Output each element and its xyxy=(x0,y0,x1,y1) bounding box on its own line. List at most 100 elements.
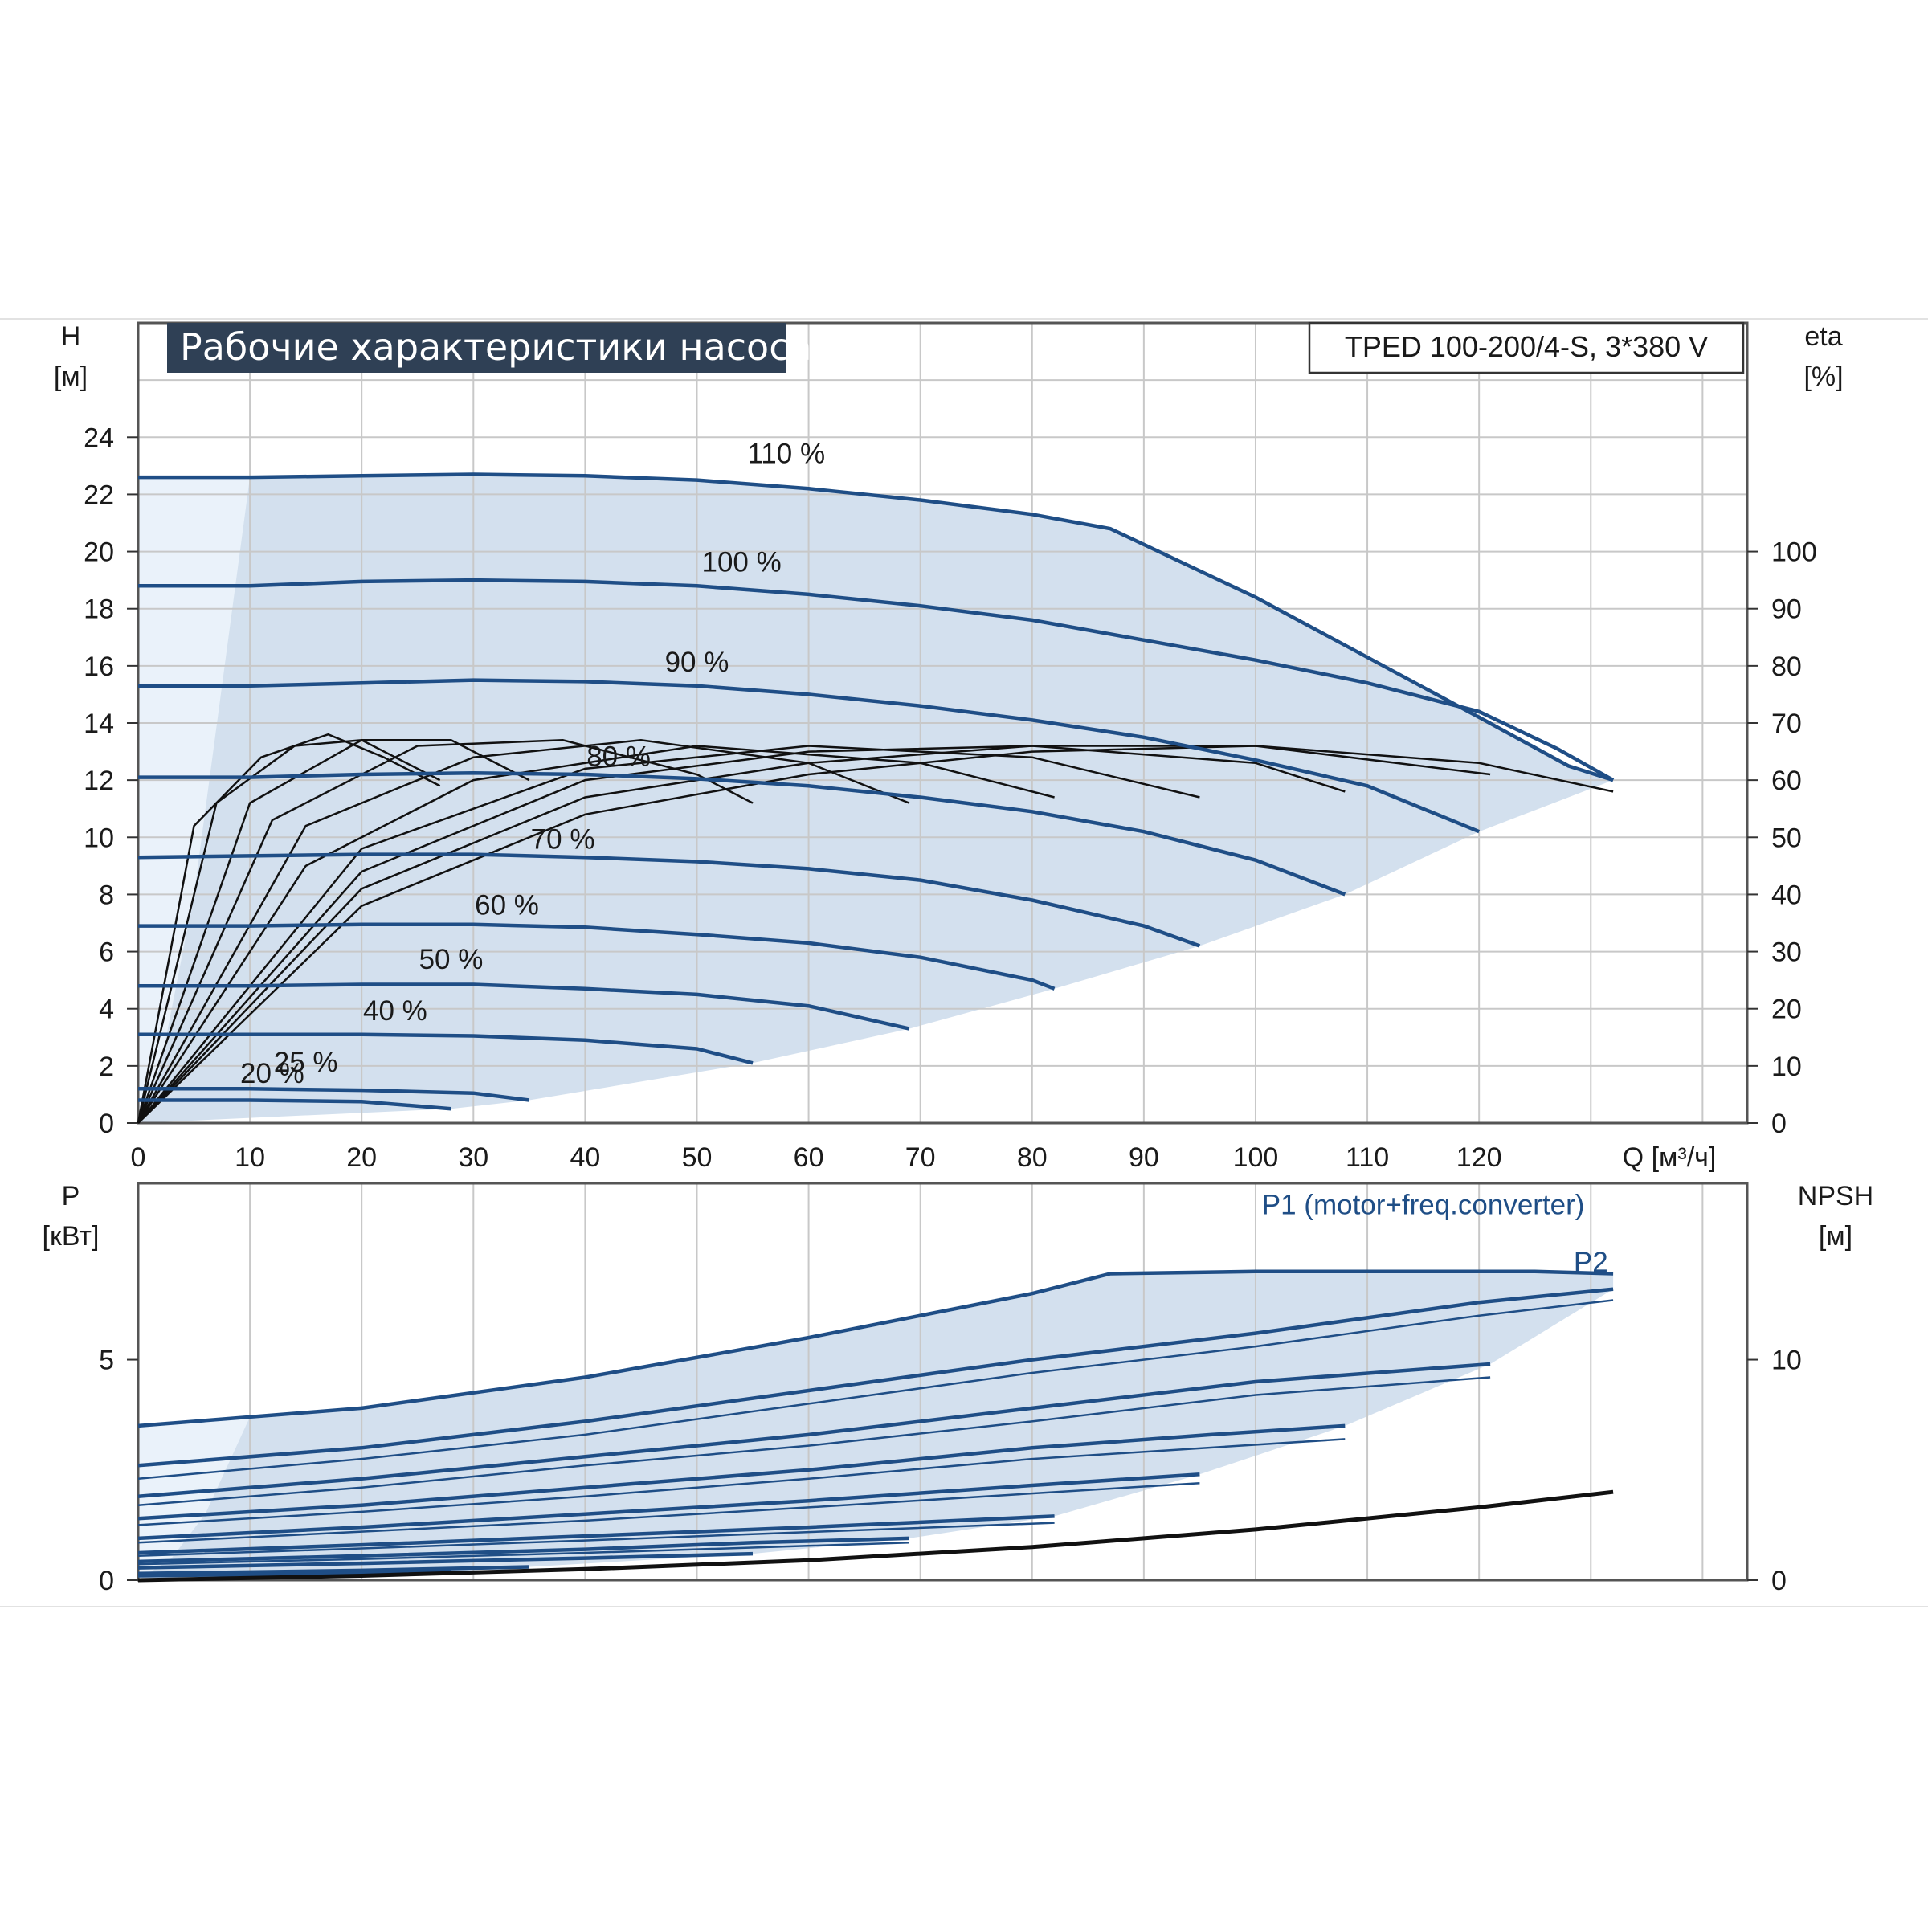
p2-curve xyxy=(137,1299,1614,1481)
head-efficiency-chart: 0246810121416182022240102030405060708090… xyxy=(54,321,1844,1173)
p1-curve xyxy=(137,1423,1346,1521)
x-tick-label: 30 xyxy=(458,1142,488,1173)
p2-curve xyxy=(137,1542,909,1566)
p1-curve xyxy=(137,1569,451,1578)
y2-tick-label: 70 xyxy=(1771,709,1802,739)
speed-label: 80 % xyxy=(586,741,651,772)
y2-axis-label: eta xyxy=(1804,321,1842,352)
head-curve xyxy=(137,852,1201,948)
y-tick-label: 18 xyxy=(84,594,114,625)
low-flow-area xyxy=(138,477,251,1123)
head-curve xyxy=(138,922,1056,991)
title-box xyxy=(167,323,786,373)
y2-tick-label: 80 xyxy=(1771,651,1802,682)
eta-curve xyxy=(137,745,1055,1124)
head-curve xyxy=(138,1032,754,1065)
x-tick-label: 10 xyxy=(235,1142,265,1173)
x-tick-label: 60 xyxy=(794,1142,824,1173)
model-box xyxy=(1308,321,1745,374)
p1-curve xyxy=(137,1536,909,1564)
eta-curve xyxy=(137,745,1346,1124)
eta-curve xyxy=(137,745,1200,1124)
p1-curve xyxy=(137,1472,1200,1541)
y2-tick-label: 50 xyxy=(1771,823,1802,853)
speed-label: 40 % xyxy=(363,995,427,1027)
y-tick-label: 24 xyxy=(84,423,114,453)
y2-axis-label: NPSH xyxy=(1798,1181,1873,1211)
legend-p2: P2 xyxy=(1574,1247,1608,1278)
y2-axis-unit: [м] xyxy=(1819,1221,1852,1252)
speed-label: 70 % xyxy=(531,824,595,856)
y-tick-label: 0 xyxy=(99,1109,114,1139)
y-tick-label: 14 xyxy=(84,709,114,739)
x-tick-label: 110 xyxy=(1346,1142,1389,1173)
x-tick-label: 20 xyxy=(346,1142,377,1173)
head-curve xyxy=(138,472,1614,782)
legend-p1: P1 (motor+freq.converter) xyxy=(1262,1189,1585,1220)
y-tick-label: 5 xyxy=(99,1346,114,1376)
npsh-curve xyxy=(137,1489,1614,1583)
y-tick-label: 12 xyxy=(84,766,114,796)
y2-tick-label: 60 xyxy=(1771,766,1802,796)
speed-label: 50 % xyxy=(419,944,484,975)
y2-tick-label: 20 xyxy=(1771,995,1802,1025)
p1-curve xyxy=(137,1551,754,1570)
model-label: TPED 100-200/4-S, 3*380 V xyxy=(1345,330,1708,363)
speed-label: 110 % xyxy=(747,438,825,469)
head-curve xyxy=(138,578,1615,782)
y-axis-unit: [кВт] xyxy=(43,1221,100,1252)
x-tick-label: 90 xyxy=(1129,1142,1159,1173)
speed-label: 25 % xyxy=(274,1047,338,1078)
x-tick-label: 40 xyxy=(570,1142,600,1173)
speed-label: 20 % xyxy=(240,1058,304,1089)
p2-curve xyxy=(137,1481,1200,1544)
p1-curve xyxy=(137,1269,1614,1428)
y2-tick-label: 40 xyxy=(1771,880,1802,910)
x-tick-label: 100 xyxy=(1233,1142,1279,1173)
head-curve xyxy=(138,1098,451,1111)
y-tick-label: 8 xyxy=(99,880,114,910)
y-tick-label: 16 xyxy=(84,651,114,682)
y-axis-label: H xyxy=(61,321,81,352)
y2-axis-unit: [%] xyxy=(1803,361,1843,392)
speed-label: 100 % xyxy=(702,546,782,578)
y-tick-label: 0 xyxy=(99,1566,114,1596)
p1-curve xyxy=(137,1514,1055,1555)
head-curve xyxy=(138,771,1346,897)
power-npsh-chart: 0 5 0 10 P [кВт] NPSH [м] P1 (motor+freq.convert… xyxy=(43,1181,1874,1596)
p1-curve xyxy=(137,1362,1491,1498)
x-tick-label: 50 xyxy=(682,1142,713,1173)
eta-curve xyxy=(137,733,441,1124)
p1-curve xyxy=(137,1287,1614,1468)
y-tick-label: 6 xyxy=(99,937,114,968)
head-curve xyxy=(138,1087,530,1102)
x-axis-label: Q [м³/ч] xyxy=(1623,1142,1717,1173)
x-tick-label: 80 xyxy=(1017,1142,1048,1173)
y-tick-label: 10 xyxy=(84,823,114,853)
y2-tick-label: 90 xyxy=(1771,594,1802,625)
y2-tick-label: 100 xyxy=(1771,537,1817,568)
x-tick-label: 120 xyxy=(1456,1142,1502,1173)
y-axis-label: P xyxy=(62,1181,80,1211)
y-tick-label: 22 xyxy=(84,480,114,510)
y2-tick-label: 10 xyxy=(1771,1052,1802,1082)
x-tick-label: 0 xyxy=(131,1142,146,1173)
y2-tick-label: 0 xyxy=(1771,1109,1787,1139)
p1-curve xyxy=(137,1565,529,1576)
chart-title: Рабочие характеристики насоса xyxy=(180,325,812,369)
speed-label: 60 % xyxy=(475,889,539,921)
y2-tick-label: 10 xyxy=(1771,1346,1802,1376)
head-curve xyxy=(138,982,910,1031)
p2-curve xyxy=(137,1376,1491,1506)
y-tick-label: 2 xyxy=(99,1052,114,1082)
y2-tick-label: 0 xyxy=(1771,1566,1787,1596)
y-tick-label: 4 xyxy=(99,995,114,1025)
speed-label: 90 % xyxy=(665,647,729,678)
y-axis-unit: [м] xyxy=(54,361,88,392)
eta-curve xyxy=(137,739,910,1124)
p2-curve xyxy=(137,1522,1055,1558)
y-tick-label: 20 xyxy=(84,537,114,568)
p2-curve xyxy=(137,1438,1346,1526)
